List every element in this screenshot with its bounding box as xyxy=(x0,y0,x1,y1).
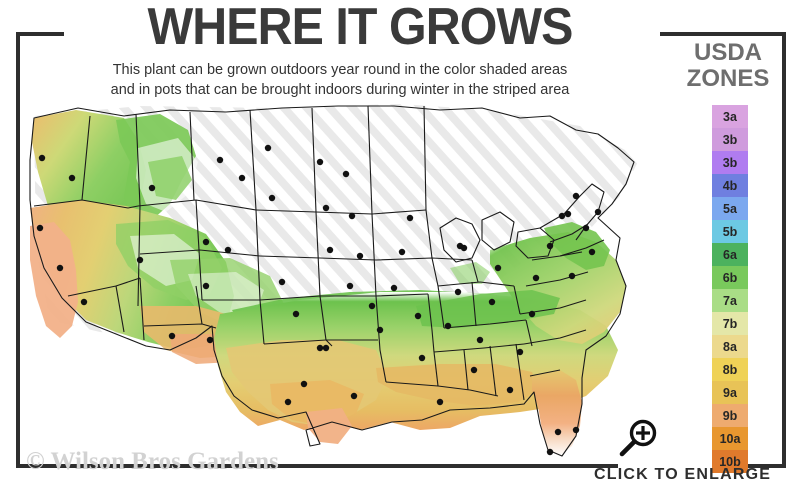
legend-zone-label: 7a xyxy=(723,293,737,308)
legend-zone-3a-0: 3a xyxy=(712,105,748,128)
legend-zone-label: 10b xyxy=(719,454,741,469)
legend-zone-7a-8: 7a xyxy=(712,289,748,312)
legend-zone-4b-3: 4b xyxy=(712,174,748,197)
legend-zone-label: 7b xyxy=(722,316,738,331)
legend-zone-label: 9a xyxy=(723,385,737,400)
legend-zone-10b-15: 10b xyxy=(712,450,748,473)
legend-zone-8a-10: 8a xyxy=(712,335,748,358)
legend-zone-9a-12: 9a xyxy=(712,381,748,404)
legend-zone-label: 3a xyxy=(723,109,737,124)
frame-border-top-right xyxy=(660,32,786,36)
frame-border-bottom-right xyxy=(738,464,786,468)
map-color-zones xyxy=(30,110,626,456)
hardiness-zone-map[interactable] xyxy=(20,100,660,460)
map-city-dots xyxy=(36,144,602,456)
legend-zone-8b-11: 8b xyxy=(712,358,748,381)
legend-zone-10a-14: 10a xyxy=(712,427,748,450)
frame-border-bottom-left xyxy=(16,464,618,468)
legend-zone-9b-13: 9b xyxy=(712,404,748,427)
legend-zone-label: 8b xyxy=(722,362,738,377)
page-subtitle: This plant can be grown outdoors year ro… xyxy=(40,60,640,100)
legend-zone-3b-2: 3b xyxy=(712,151,748,174)
legend-zone-label: 8a xyxy=(723,339,737,354)
legend-zone-label: 3b xyxy=(722,132,738,147)
legend-zone-5a-4: 5a xyxy=(712,197,748,220)
legend-zone-7b-9: 7b xyxy=(712,312,748,335)
subtitle-line-2: and in pots that can be brought indoors … xyxy=(110,82,570,98)
watermark: © Wilson Bros Gardens xyxy=(26,448,279,475)
legend-heading-line-2: ZONES xyxy=(686,65,770,92)
frame-border-top-left xyxy=(16,32,64,36)
legend-zone-label: 4b xyxy=(722,178,738,193)
legend-zone-3b-1: 3b xyxy=(712,128,748,151)
legend-zone-5b-5: 5b xyxy=(712,220,748,243)
legend-zone-label: 10a xyxy=(719,431,741,446)
legend-zone-6a-6: 6a xyxy=(712,243,748,266)
legend-heading-line-1: USDA xyxy=(693,39,762,66)
map-svg[interactable] xyxy=(20,100,660,460)
map-state-borders xyxy=(29,105,635,457)
frame-border-right xyxy=(782,32,786,468)
legend-zone-label: 6a xyxy=(723,247,737,262)
legend-zone-label: 3b xyxy=(722,155,738,170)
legend-heading: USDA ZONES xyxy=(672,40,784,92)
frame-border-left xyxy=(16,32,20,468)
legend-zone-6b-7: 6b xyxy=(712,266,748,289)
legend-zone-label: 5b xyxy=(722,224,738,239)
legend-zone-label: 6b xyxy=(722,270,738,285)
legend-zone-label: 9b xyxy=(722,408,738,423)
legend-zone-label: 5a xyxy=(723,201,737,216)
click-to-enlarge-label[interactable]: CLICK TO ENLARGE xyxy=(594,466,772,483)
magnifier-plus-icon[interactable] xyxy=(616,418,662,458)
subtitle-line-1: This plant can be grown outdoors year ro… xyxy=(112,62,568,78)
page-title: WHERE IT GROWS xyxy=(147,0,574,56)
usda-zone-legend: 3a 3b 3b 4b 5a 5b 6a 6b 7a 7b 8a 8b 9a 9b 10a 10b xyxy=(712,105,748,473)
